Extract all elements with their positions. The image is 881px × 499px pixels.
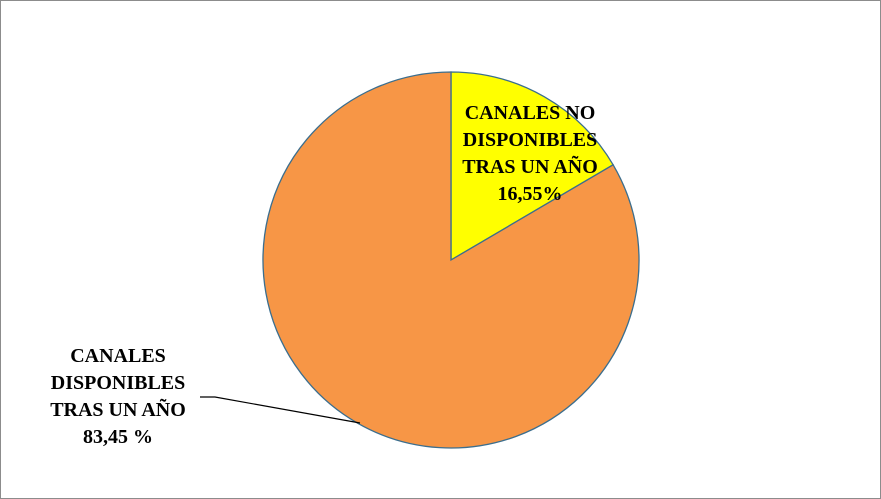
- category-label: CANALES DISPONIBLES TRAS UN AÑO: [50, 345, 186, 421]
- category-label: CANALES NO DISPONIBLES TRAS UN AÑO: [462, 102, 598, 178]
- pie-slice: [450, 71, 615, 262]
- value-label: 16,55%: [497, 183, 563, 205]
- value-label: 83,45 %: [83, 426, 153, 448]
- slice-label: CANALES DISPONIBLES TRAS UN AÑO 83,45 %: [38, 343, 198, 451]
- slice-label: CANALES NO DISPONIBLES TRAS UN AÑO 16,55…: [450, 100, 610, 208]
- leader-line: [200, 396, 361, 424]
